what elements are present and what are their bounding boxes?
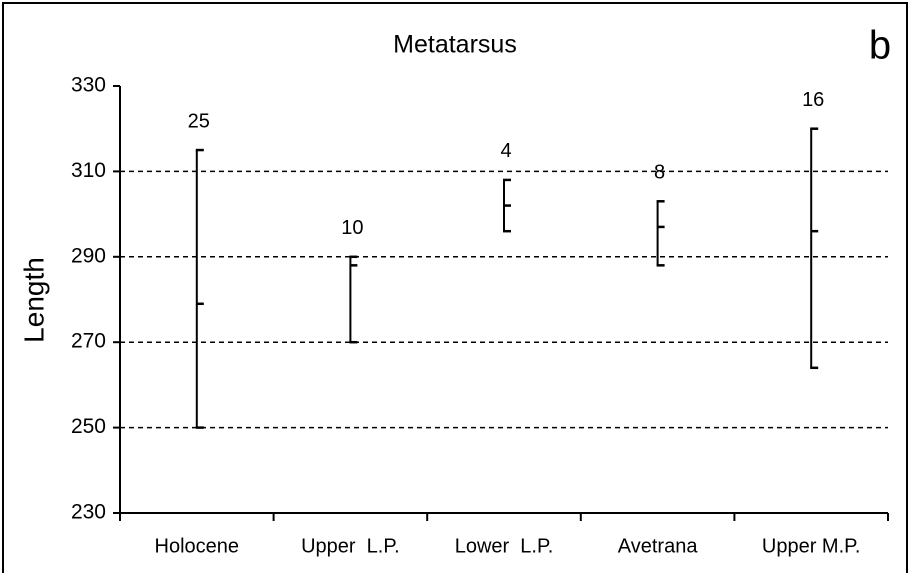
y-tick-label: 310 xyxy=(71,159,106,182)
x-tick-label: Holocene xyxy=(155,535,240,557)
y-axis-label: Length xyxy=(18,257,49,343)
count-label: 25 xyxy=(188,110,210,132)
count-label: 10 xyxy=(341,217,363,239)
x-tick-label: Upper M.P. xyxy=(762,535,861,557)
count-label: 4 xyxy=(500,140,511,162)
x-tick-label: Avetrana xyxy=(618,535,699,557)
chart-title: Metatarsus xyxy=(393,31,517,59)
count-label: 16 xyxy=(802,89,824,111)
panel-label: b xyxy=(869,24,891,68)
y-tick-label: 290 xyxy=(71,244,106,267)
y-tick-label: 250 xyxy=(71,415,106,438)
x-tick-label: Upper L.P. xyxy=(301,535,400,557)
y-tick-label: 230 xyxy=(71,501,106,524)
y-tick-label: 330 xyxy=(71,74,106,97)
y-tick-label: 270 xyxy=(71,330,106,353)
count-label: 8 xyxy=(654,162,665,184)
x-tick-label: Lower L.P. xyxy=(455,535,554,557)
